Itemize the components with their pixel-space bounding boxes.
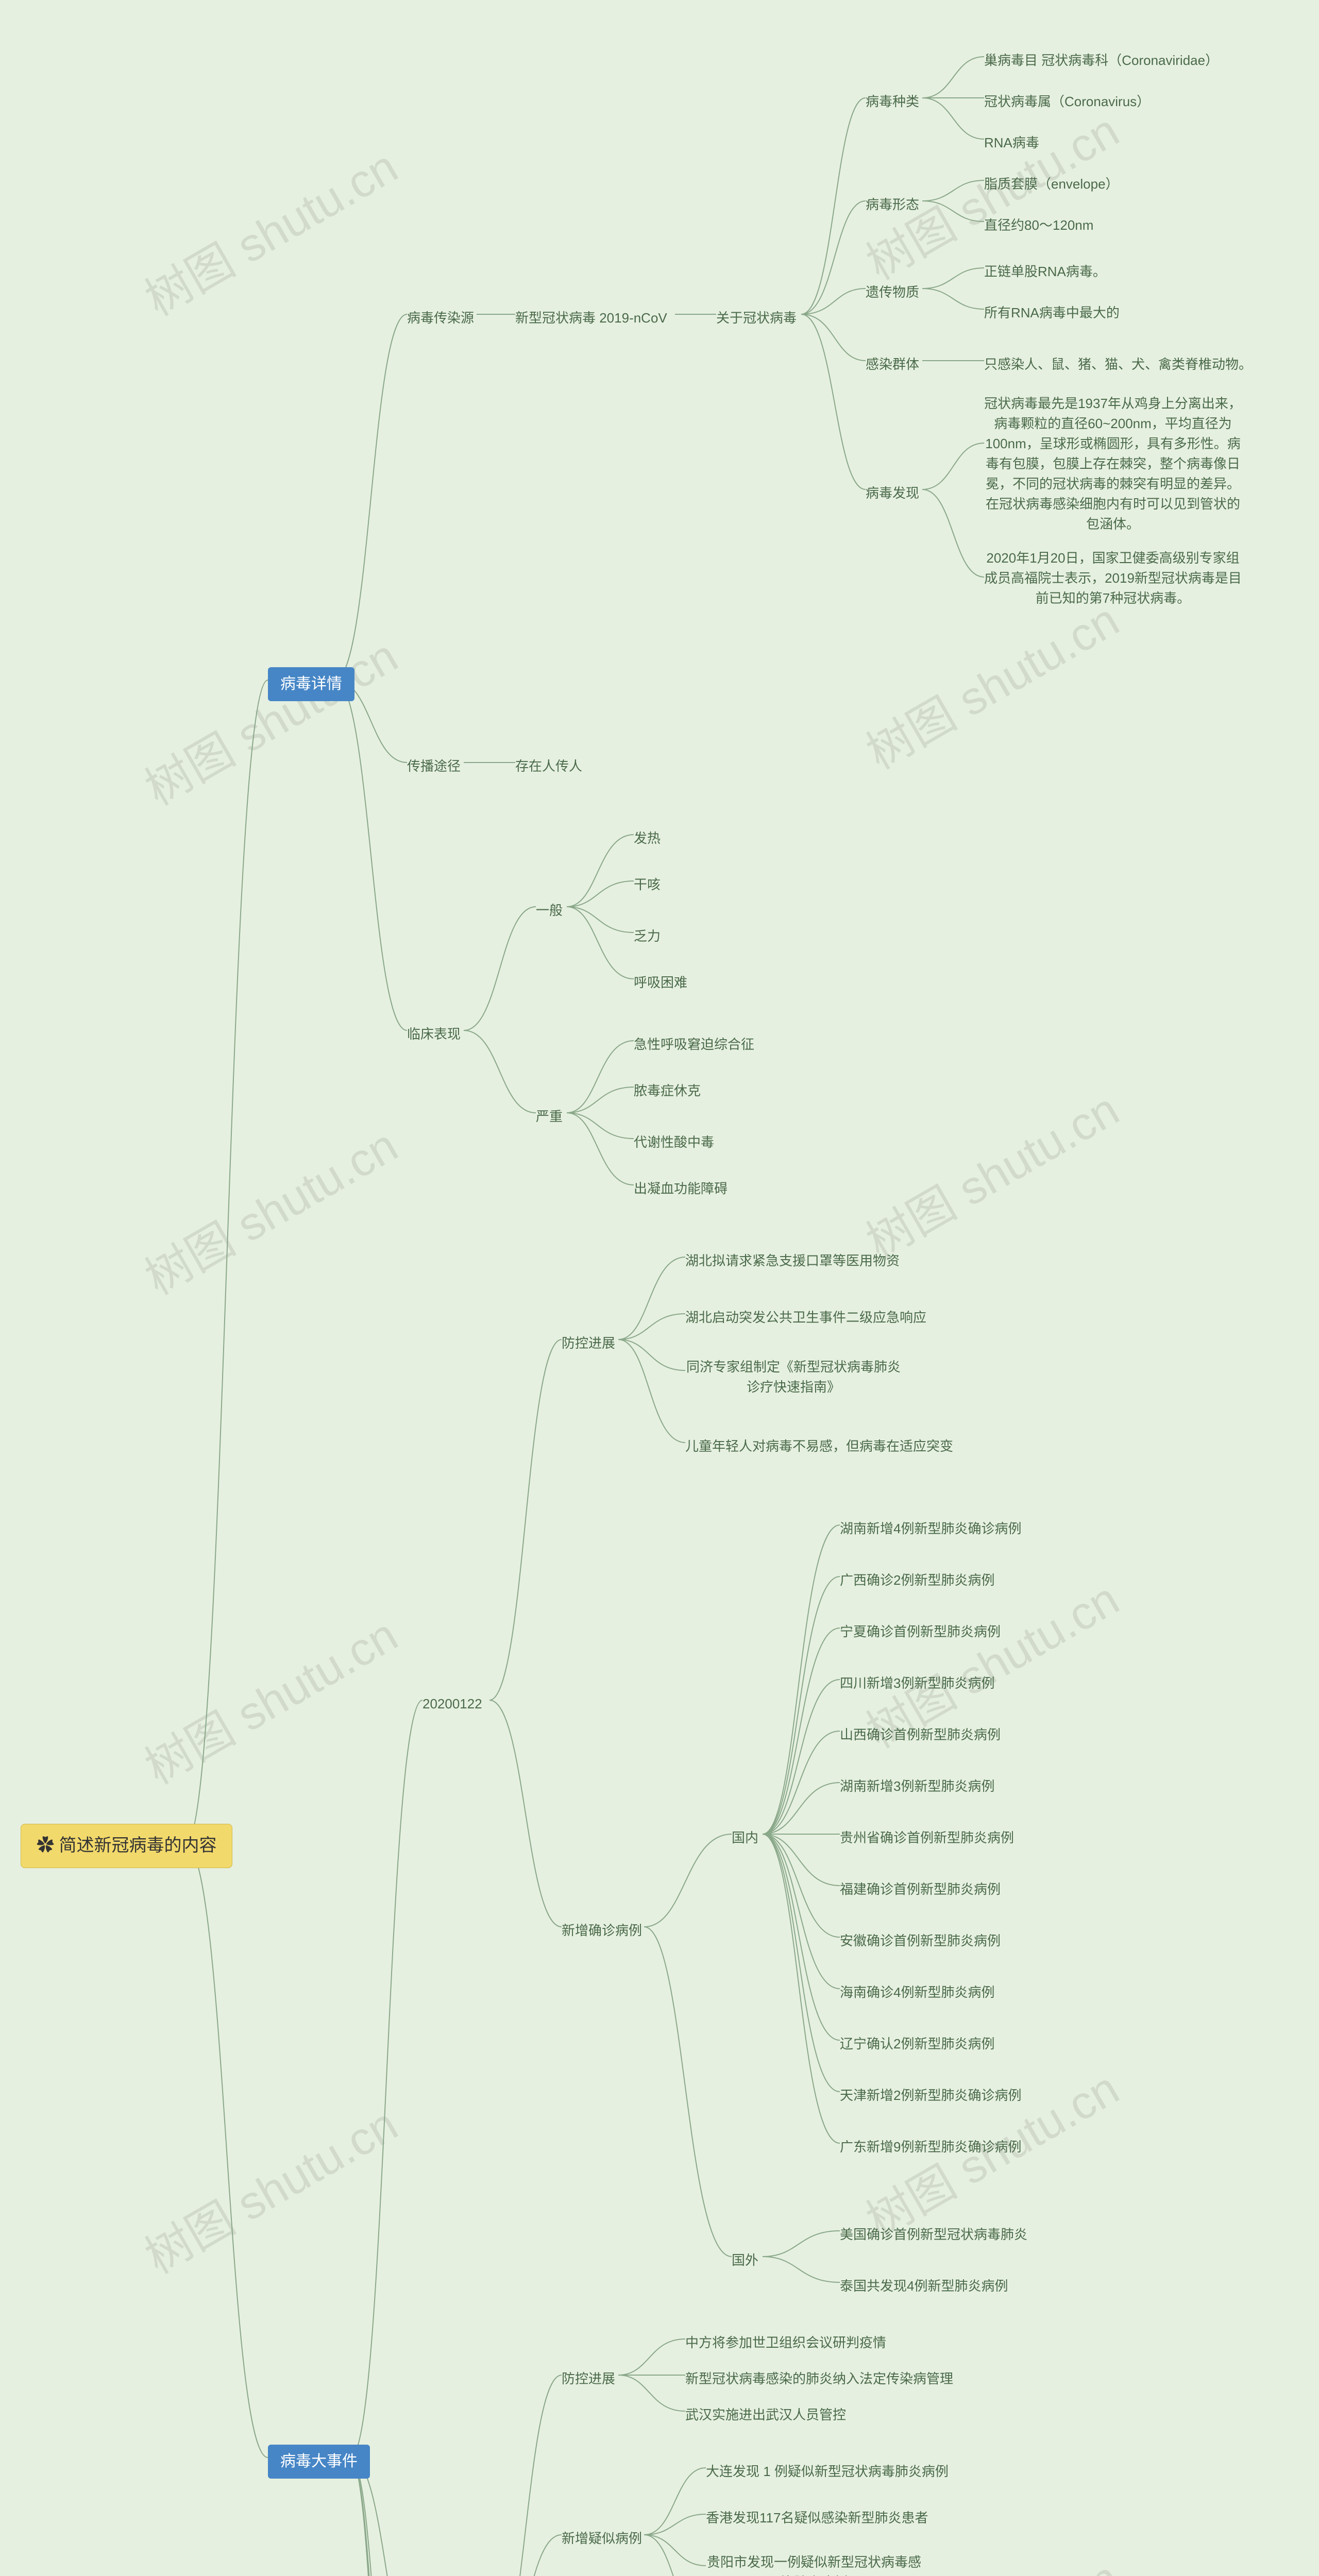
leaf: 美国确诊首例新型冠状病毒肺炎 (840, 2223, 1027, 2246)
node-source: 病毒传染源 (407, 307, 474, 329)
node-xzqz-a: 新增确诊病例 (562, 1919, 642, 1942)
leaf: 急性呼吸窘迫综合征 (634, 1033, 754, 1056)
leaf: 广西确诊2例新型肺炎病例 (840, 1569, 994, 1591)
node-virus-kind: 病毒种类 (866, 90, 919, 113)
lvl1-details: 病毒详情 (268, 667, 354, 701)
watermark: 树图 shutu.cn (852, 1073, 1129, 1271)
leaf: 安徽确诊首例新型肺炎病例 (840, 1929, 1001, 1952)
node-date-0122: 20200122 (422, 1692, 482, 1715)
leaf: 山西确诊首例新型肺炎病例 (840, 1723, 1001, 1746)
leaf: 武汉实施进出武汉人员管控 (685, 2403, 846, 2426)
leaf: 出凝血功能障碍 (634, 1177, 728, 1200)
leaf: 直径约80～120nm (984, 214, 1093, 236)
leaf: RNA病毒 (984, 131, 1039, 154)
leaf: 新型冠状病毒感染的肺炎纳入法定传染病管理 (685, 2367, 953, 2390)
leaf: 发热 (634, 827, 661, 850)
node-fkjz-b: 防控进展 (562, 2367, 615, 2390)
leaf: 巢病毒目 冠状病毒科（Coronaviridae） (984, 49, 1219, 72)
node-fkjz-a: 防控进展 (562, 1332, 615, 1354)
leaf: 代谢性酸中毒 (634, 1131, 714, 1154)
leaf: 脂质套膜（envelope） (984, 173, 1119, 195)
node-about-cov: 关于冠状病毒 (716, 307, 797, 329)
root-node: ✿ 简述新冠病毒的内容 (21, 1824, 232, 1868)
root-icon: ✿ (37, 1836, 54, 1855)
watermark: 树图 shutu.cn (131, 130, 408, 328)
leaf: 冠状病毒最先是1937年从鸡身上分离出来，病毒颗粒的直径60~200nm，平均直… (984, 392, 1242, 536)
leaf: 湖北启动突发公共卫生事件二级应急响应 (685, 1306, 926, 1329)
leaf: 香港发现117名疑似感染新型肺炎患者 (706, 2506, 928, 2529)
leaf: 中方将参加世卫组织会议研判疫情 (685, 2331, 886, 2354)
leaf: 福建确诊首例新型肺炎病例 (840, 1878, 1001, 1901)
leaf: 正链单股RNA病毒。 (984, 260, 1106, 283)
leaf: 2020年1月20日，国家卫健委高级别专家组成员高福院士表示，2019新型冠状病… (984, 546, 1242, 611)
leaf: 海南确诊4例新型肺炎病例 (840, 1981, 994, 2004)
leaf: 冠状病毒属（Coronavirus） (984, 90, 1150, 113)
leaf: 呼吸困难 (634, 971, 687, 994)
watermark: 树图 shutu.cn (852, 583, 1129, 782)
node-domestic: 国内 (732, 1826, 758, 1849)
leaf: 广东新增9例新型肺炎确诊病例 (840, 2136, 1021, 2158)
leaf: 天津新增2例新型肺炎确诊病例 (840, 2084, 1021, 2107)
leaf: 乏力 (634, 925, 661, 947)
node-clinical: 临床表现 (407, 1023, 461, 1045)
leaf: 贵州省确诊首例新型肺炎病例 (840, 1826, 1014, 1849)
node-infect-grp: 感染群体 (866, 353, 919, 376)
node-discovery: 病毒发现 (866, 482, 919, 504)
leaf: 只感染人、鼠、猪、猫、犬、禽类脊椎动物。 (984, 353, 1252, 376)
node-general: 一般 (536, 899, 563, 922)
lvl1-events: 病毒大事件 (268, 2445, 370, 2479)
root-label: 简述新冠病毒的内容 (59, 1836, 216, 1855)
node-ncov: 新型冠状病毒 2019-nCoV (515, 307, 667, 329)
watermark: 树图 shutu.cn (131, 1598, 408, 1797)
node-virus-form: 病毒形态 (866, 193, 919, 216)
watermark: 树图 shutu.cn (131, 2088, 408, 2286)
leaf: 湖南新增4例新型肺炎确诊病例 (840, 1517, 1021, 1540)
leaf: 湖南新增3例新型肺炎病例 (840, 1775, 994, 1798)
leaf: 贵阳市发现一例疑似新型冠状病毒感染肺炎病例 (706, 2550, 922, 2576)
connector-layer (0, 0, 1319, 2576)
leaf: 儿童年轻人对病毒不易感，但病毒在适应突变 (685, 1435, 953, 1458)
node-genetic: 遗传物质 (866, 281, 919, 303)
leaf: 宁夏确诊首例新型肺炎病例 (840, 1620, 1001, 1643)
leaf: 大连发现 1 例疑似新型冠状病毒肺炎病例 (706, 2460, 949, 2483)
leaf: 存在人传人 (515, 755, 582, 777)
leaf: 干咳 (634, 873, 661, 896)
leaf: 所有RNA病毒中最大的 (984, 301, 1120, 324)
leaf: 脓毒症休克 (634, 1079, 701, 1102)
node-transmit: 传播途径 (407, 755, 461, 777)
leaf: 辽宁确认2例新型肺炎病例 (840, 2032, 994, 2055)
watermark: 树图 shutu.cn (131, 619, 408, 818)
node-xzyn: 新增疑似病例 (562, 2527, 642, 2550)
leaf: 泰国共发现4例新型肺炎病例 (840, 2275, 1008, 2297)
node-foreign: 国外 (732, 2249, 758, 2272)
node-severe: 严重 (536, 1105, 563, 1128)
watermark: 树图 shutu.cn (131, 1109, 408, 1307)
leaf: 湖北拟请求紧急支援口罩等医用物资 (685, 1249, 900, 1272)
leaf: 四川新增3例新型肺炎病例 (840, 1672, 994, 1694)
leaf: 同济专家组制定《新型冠状病毒肺炎诊疗快速指南》 (685, 1355, 902, 1399)
